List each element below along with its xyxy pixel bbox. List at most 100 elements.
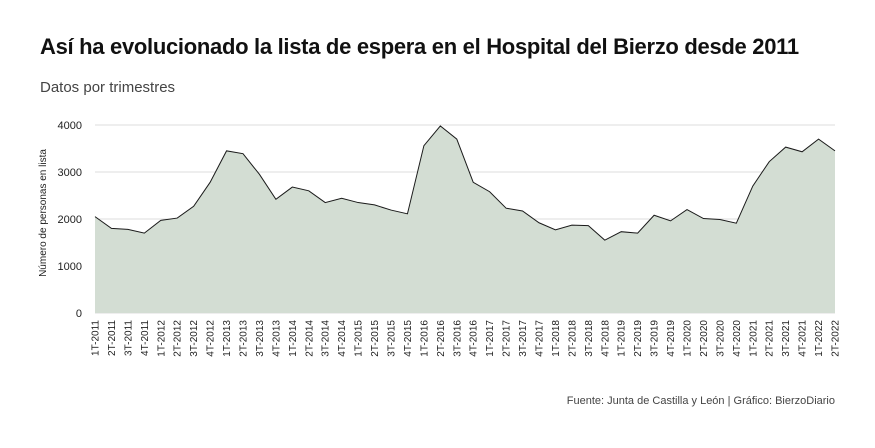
x-tick-label: 3T-2018: [584, 320, 595, 357]
data-point: [324, 201, 327, 204]
data-point: [603, 239, 606, 242]
data-point: [834, 149, 837, 152]
data-point: [784, 146, 787, 149]
x-tick-label: 4T-2015: [403, 320, 414, 357]
data-point: [636, 232, 639, 235]
x-tick-label: 2T-2016: [436, 320, 447, 357]
x-tick-label: 2T-2011: [107, 320, 118, 356]
data-point: [817, 138, 820, 141]
x-tick-label: 4T-2021: [798, 320, 809, 357]
x-tick-label: 4T-2013: [271, 320, 282, 357]
data-point: [554, 228, 557, 231]
x-tick-label: 4T-2019: [666, 320, 677, 357]
x-tick-label: 2T-2019: [633, 320, 644, 357]
x-tick-label: 2T-2022: [831, 320, 842, 357]
x-tick-label: 3T-2014: [321, 320, 332, 357]
x-tick-label: 1T-2013: [222, 320, 233, 357]
data-point: [653, 214, 656, 217]
y-axis-label: Número de personas en lista: [38, 149, 49, 277]
x-tick-label: 1T-2015: [354, 320, 365, 357]
data-point: [768, 160, 771, 163]
data-point: [455, 138, 458, 141]
x-tick-label: 1T-2012: [156, 320, 167, 357]
data-point: [225, 149, 228, 152]
data-point: [488, 190, 491, 193]
x-tick-label: 2T-2014: [304, 320, 315, 357]
data-point: [718, 218, 721, 221]
x-tick-label: 2T-2012: [173, 320, 184, 357]
data-point: [143, 232, 146, 235]
y-tick-label: 2000: [58, 214, 82, 226]
source-note: Fuente: Junta de Castilla y León | Gráfi…: [566, 395, 835, 407]
x-tick-label: 1T-2011: [91, 320, 102, 356]
chart-title: Así ha evolucionado la lista de espera e…: [40, 34, 799, 59]
data-point: [751, 185, 754, 188]
x-tick-label: 3T-2020: [715, 320, 726, 357]
x-tick-label: 3T-2016: [452, 320, 463, 357]
data-point: [94, 215, 97, 218]
data-point: [357, 201, 360, 204]
x-tick-label: 1T-2014: [288, 320, 299, 357]
x-tick-label: 1T-2022: [814, 320, 825, 357]
data-point: [258, 173, 261, 176]
data-point: [669, 219, 672, 222]
series-line: [94, 125, 836, 241]
data-point: [505, 207, 508, 210]
data-point: [521, 210, 524, 213]
x-tick-label: 3T-2012: [189, 320, 200, 357]
y-tick-label: 1000: [58, 261, 82, 273]
x-tick-label: 2T-2020: [699, 320, 710, 357]
data-point: [686, 208, 689, 211]
x-tick-label: 1T-2018: [551, 320, 562, 357]
x-tick-label: 2T-2017: [502, 320, 513, 357]
x-tick-label: 4T-2016: [469, 320, 480, 357]
data-point: [159, 219, 162, 222]
data-point: [274, 198, 277, 201]
data-point: [390, 209, 393, 212]
x-tick-label: 3T-2013: [255, 320, 266, 357]
x-tick-label: 3T-2015: [387, 320, 398, 357]
data-point: [472, 181, 475, 184]
area-fill: [95, 125, 835, 313]
x-tick-label: 3T-2021: [781, 320, 792, 357]
data-point: [209, 181, 212, 184]
data-point: [570, 224, 573, 227]
data-point: [291, 186, 294, 189]
data-point: [126, 228, 129, 231]
x-tick-label: 4T-2011: [140, 320, 151, 356]
data-point: [192, 205, 195, 208]
data-point: [406, 212, 409, 215]
x-tick-label: 3T-2011: [123, 320, 134, 356]
x-tick-label: 3T-2017: [518, 320, 529, 357]
data-point: [176, 217, 179, 220]
data-point: [439, 124, 442, 127]
x-tick-label: 4T-2020: [732, 320, 743, 357]
x-tick-label: 2T-2018: [567, 320, 578, 357]
data-point: [340, 197, 343, 200]
x-tick-label: 3T-2019: [650, 320, 661, 357]
data-point: [538, 221, 541, 224]
x-tick-label: 1T-2017: [485, 320, 496, 357]
y-tick-label: 4000: [58, 120, 82, 132]
y-tick-label: 3000: [58, 167, 82, 179]
x-tick-label: 4T-2014: [337, 320, 348, 357]
x-tick-label: 2T-2015: [370, 320, 381, 357]
x-tick-label: 4T-2018: [600, 320, 611, 357]
y-tick-label: 0: [76, 308, 82, 320]
data-point: [242, 152, 245, 155]
x-tick-label: 4T-2017: [535, 320, 546, 357]
x-tick-label: 1T-2016: [419, 320, 430, 357]
chart-subtitle: Datos por trimestres: [40, 79, 176, 96]
data-point: [801, 150, 804, 153]
data-point: [620, 230, 623, 233]
x-tick-label: 4T-2012: [206, 320, 217, 357]
data-point: [587, 224, 590, 227]
x-tick-label: 2T-2013: [239, 320, 250, 357]
data-point: [422, 144, 425, 147]
x-tick-label: 2T-2021: [765, 320, 776, 357]
data-point: [307, 189, 310, 192]
data-point: [373, 203, 376, 206]
data-point: [110, 227, 113, 230]
x-tick-label: 1T-2021: [748, 320, 759, 357]
